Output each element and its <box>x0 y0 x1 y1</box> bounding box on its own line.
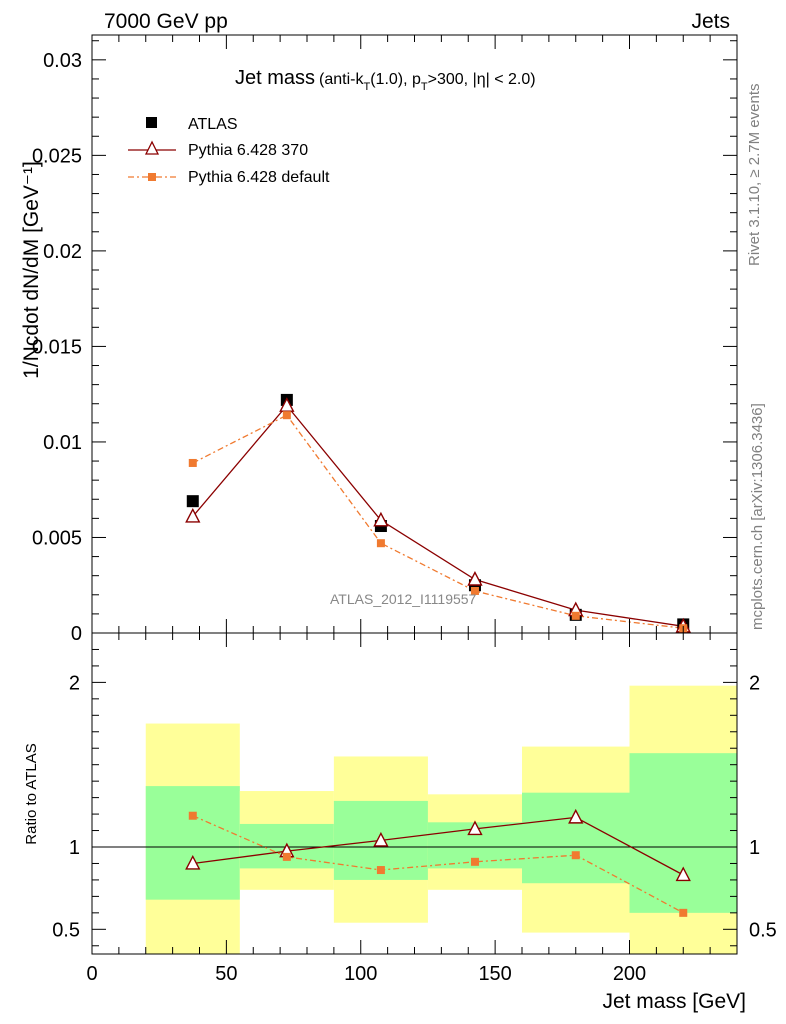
ratio-plot-panel: 0 50 100 150 200 0.5 0.5 1 1 2 2 Ratio to ATLAS Je… <box>23 632 777 1013</box>
legend-label-atlas: ATLAS <box>188 116 238 133</box>
ratio-point-pythia-6-428-default-1 <box>188 811 197 820</box>
ratio-point-pythia-6-428-370-6 <box>675 866 691 882</box>
ratio-inner-band-1 <box>145 786 240 900</box>
ratio-point-pythia-6-428-370-1 <box>185 854 201 870</box>
ratio-point-pythia-6-428-default-4 <box>470 857 479 866</box>
title-subscript-1: T <box>363 81 370 93</box>
ratio-y-axis-title: Ratio to ATLAS <box>23 743 40 844</box>
legend-marker-atlas <box>146 117 157 128</box>
ratio-point-pythia-6-428-default-2 <box>282 852 291 861</box>
ratio-axis-ticks: 0 50 100 150 200 0.5 0.5 1 1 2 2 <box>52 633 777 985</box>
main-plot-panel: 0 0.005 0.01 0.015 0.02 0.025 0.03 1/Ncdot dN/… <box>20 34 738 645</box>
ratio-point-pythia-6-428-370-4 <box>467 820 483 836</box>
mcplots-note: mcplots.cern.ch [arXiv:1306.3436] <box>749 403 766 630</box>
main-y-axis-title: 1/Ncdot dN/dM [GeV⁻¹] <box>20 161 43 379</box>
main-point-pythia-6-428-default-1 <box>188 458 197 467</box>
ratio-point-pythia-6-428-370-3 <box>373 831 389 847</box>
x-axis-title: Jet mass [GeV] <box>602 990 746 1013</box>
x-tick-label-0: 0 <box>86 963 97 985</box>
main-y-tick-label-1: 0.005 <box>32 527 82 549</box>
ratio-point-pythia-6-428-370-5 <box>568 808 584 824</box>
main-y-tick-label-3: 0.015 <box>32 336 82 358</box>
legend-label-pythia370: Pythia 6.428 370 <box>188 142 308 159</box>
main-point-atlas-1 <box>186 495 199 508</box>
analysis-watermark: ATLAS_2012_I1119557 <box>330 591 477 607</box>
main-y-tick-label-4: 0.02 <box>43 241 82 263</box>
main-line-pythia-6-428-default <box>192 414 684 629</box>
title-main: Jet mass <box>235 67 315 89</box>
header-right: Jets <box>691 10 730 33</box>
ratio-uncertainty-bands <box>145 685 737 954</box>
main-data-marks <box>185 393 691 633</box>
legend: ATLAS Pythia 6.428 370 Pythia 6.428 defa… <box>128 116 330 186</box>
title-subscript-2: T <box>421 81 428 93</box>
main-point-pythia-6-428-370-2 <box>279 397 295 412</box>
ratio-inner-band-5 <box>522 792 630 884</box>
main-point-pythia-6-428-default-4 <box>470 586 479 595</box>
header-left: 7000 GeV pp <box>104 10 228 33</box>
ratio-y-tick-label-right-1: 1 <box>749 837 760 859</box>
main-point-pythia-6-428-default-3 <box>376 539 385 548</box>
main-point-pythia-6-428-370-4 <box>467 570 483 586</box>
title-part-3: >300, |η| < 2.0) <box>428 71 536 88</box>
chart-title: Jet mass (anti-kT(1.0), pT>300, |η| < 2.0… <box>235 67 536 93</box>
legend-label-pythia-default: Pythia 6.428 default <box>188 169 330 186</box>
main-line-pythia-6-428-370 <box>192 404 684 627</box>
legend-marker-pythia-default <box>148 173 156 181</box>
main-y-tick-label-2: 0.01 <box>43 432 82 454</box>
ratio-data-marks <box>185 808 691 917</box>
ratio-y-tick-label-right-2: 2 <box>749 672 760 694</box>
ratio-point-pythia-6-428-default-6 <box>679 908 688 917</box>
ratio-line-pythia-6-428-370 <box>192 816 684 876</box>
x-tick-label-50: 50 <box>215 963 237 985</box>
main-y-tick-label-5: 0.025 <box>32 145 82 167</box>
legend-marker-pythia370 <box>144 140 160 155</box>
ratio-y-tick-label-right-0: 0.5 <box>749 919 777 941</box>
ratio-inner-band-6 <box>629 753 737 913</box>
ratio-point-pythia-6-428-default-3 <box>376 866 385 875</box>
main-point-pythia-6-428-370-1 <box>185 507 201 523</box>
main-point-pythia-6-428-370-3 <box>373 511 389 527</box>
main-y-tick-label-0: 0 <box>71 623 82 645</box>
x-tick-label-200: 200 <box>613 963 646 985</box>
title-part-1: (anti-k <box>319 71 364 88</box>
ratio-y-tick-label-left-2: 2 <box>69 672 80 694</box>
x-tick-label-100: 100 <box>344 963 377 985</box>
main-y-axis-ticks: 0 0.005 0.01 0.015 0.02 0.025 0.03 <box>32 35 738 645</box>
main-y-tick-label-6: 0.03 <box>43 50 82 72</box>
ratio-line-pythia-6-428-default <box>192 815 684 914</box>
title-part-2: (1.0), p <box>370 71 421 88</box>
x-tick-label-150: 150 <box>478 963 511 985</box>
ratio-y-tick-label-left-1: 1 <box>69 837 80 859</box>
main-point-pythia-6-428-default-5 <box>571 611 580 620</box>
ratio-point-pythia-6-428-default-5 <box>571 851 580 860</box>
ratio-y-tick-label-left-0: 0.5 <box>52 919 80 941</box>
main-point-pythia-6-428-default-2 <box>282 411 291 420</box>
rivet-note: Rivet 3.1.10, ≥ 2.7M events <box>746 84 763 267</box>
